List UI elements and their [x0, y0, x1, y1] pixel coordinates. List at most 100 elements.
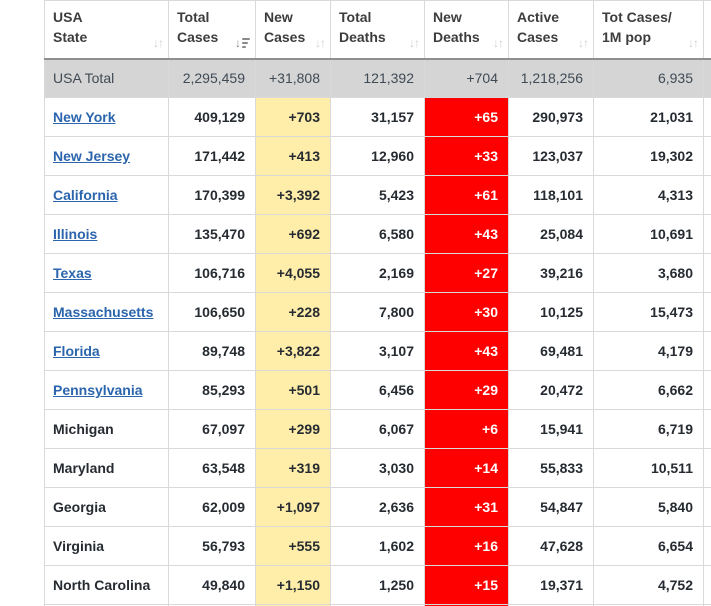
state-row-new-deaths: +15: [424, 565, 509, 605]
state-row-active-cases: 47,628: [508, 526, 594, 566]
column-header-total-deaths[interactable]: Total Deaths ↓↑: [330, 0, 425, 60]
state-row: Georgia 62,009 +1,097 2,636 +31 54,847 5,840: [44, 487, 711, 527]
state-row-state: California: [44, 175, 169, 215]
column-header-new-cases[interactable]: New Cases ↓↑: [255, 0, 331, 60]
table-body: USA Total 2,295,459 +31,808 121,392 +704 1,21…: [44, 58, 711, 606]
state-row-state: Texas: [44, 253, 169, 293]
state-row: Maryland 63,548 +319 3,030 +14 55,833 10,511: [44, 448, 711, 488]
column-header-extra: [703, 0, 711, 60]
column-label-line: New: [433, 9, 462, 26]
state-row-new-deaths: +43: [424, 331, 509, 371]
state-row-cases-per-1m: 6,719: [593, 409, 704, 449]
state-link[interactable]: Florida: [53, 343, 100, 359]
state-row-new-cases: +501: [255, 370, 331, 410]
state-row-cases-per-1m: 21,031: [593, 97, 704, 137]
column-header-active-cases[interactable]: Active Cases ↓↑: [508, 0, 594, 60]
state-row-state: Massachusetts: [44, 292, 169, 332]
sort-descending-active-icon[interactable]: ↓: [235, 37, 250, 49]
usa-total-row-new-cases: +31,808: [255, 58, 331, 98]
state-row-extra: [703, 292, 711, 332]
state-row-active-cases: 39,216: [508, 253, 594, 293]
state-row-state: Maryland: [44, 448, 169, 488]
state-row-new-deaths: +30: [424, 292, 509, 332]
state-row-total-cases: 170,399: [168, 175, 256, 215]
state-row-new-cases: +692: [255, 214, 331, 254]
state-row-new-cases: +413: [255, 136, 331, 176]
state-row-active-cases: 10,125: [508, 292, 594, 332]
column-header-new-deaths[interactable]: New Deaths ↓↑: [424, 0, 509, 60]
sort-both-icon[interactable]: ↓↑: [409, 35, 420, 50]
state-row-state: Illinois: [44, 214, 169, 254]
state-row-total-deaths: 3,107: [330, 331, 425, 371]
state-link[interactable]: California: [53, 187, 118, 203]
state-row-active-cases: 69,481: [508, 331, 594, 371]
state-row-active-cases: 118,101: [508, 175, 594, 215]
state-link[interactable]: Illinois: [53, 226, 98, 242]
column-label-line: Deaths: [433, 29, 480, 46]
state-link[interactable]: New Jersey: [53, 148, 131, 164]
state-row-cases-per-1m: 10,511: [593, 448, 704, 488]
column-header-total-cases[interactable]: Total Cases ↓: [168, 0, 256, 60]
state-row-total-deaths: 2,636: [330, 487, 425, 527]
column-label-line: 1M pop: [602, 29, 651, 46]
state-row-extra: [703, 253, 711, 293]
state-row-extra: [703, 487, 711, 527]
state-row-total-deaths: 7,800: [330, 292, 425, 332]
state-row-total-deaths: 1,602: [330, 526, 425, 566]
state-row-new-deaths: +6: [424, 409, 509, 449]
state-row: Texas 106,716 +4,055 2,169 +27 39,216 3,680: [44, 253, 711, 293]
state-row-new-cases: +703: [255, 97, 331, 137]
state-link[interactable]: Texas: [53, 265, 92, 281]
partial-next-row: [44, 604, 711, 606]
state-row-extra: [703, 409, 711, 449]
state-row-state: New Jersey: [44, 136, 169, 176]
column-label-line: New: [264, 9, 293, 26]
state-row-total-cases: 85,293: [168, 370, 256, 410]
state-row-new-deaths: +61: [424, 175, 509, 215]
state-row: New Jersey 171,442 +413 12,960 +33 123,037 19,…: [44, 136, 711, 176]
state-link[interactable]: Massachusetts: [53, 304, 154, 320]
state-link[interactable]: Pennsylvania: [53, 382, 143, 398]
sort-both-icon[interactable]: ↓↑: [315, 35, 326, 50]
state-row: North Carolina 49,840 +1,150 1,250 +15 19,371…: [44, 565, 711, 605]
state-row-state: Virginia: [44, 526, 169, 566]
state-row-extra: [703, 331, 711, 371]
state-row-extra: [703, 214, 711, 254]
state-row-total-cases: 63,548: [168, 448, 256, 488]
column-header-cases-per-1m[interactable]: Tot Cases/1M pop ↓↑: [593, 0, 704, 60]
sort-both-icon[interactable]: ↓↑: [688, 35, 699, 50]
state-row-state: Michigan: [44, 409, 169, 449]
state-row-new-deaths: +16: [424, 526, 509, 566]
usa-states-table: USA State ↓↑ Total Cases ↓ New Cases ↓↑ Total Deat…: [44, 0, 711, 606]
state-row-cases-per-1m: 6,654: [593, 526, 704, 566]
state-row-cases-per-1m: 4,752: [593, 565, 704, 605]
column-label-line: Total: [177, 9, 210, 26]
state-row-active-cases: 55,833: [508, 448, 594, 488]
state-row-total-cases: 409,129: [168, 97, 256, 137]
state-row-extra: [703, 565, 711, 605]
sort-both-icon[interactable]: ↓↑: [153, 35, 164, 50]
state-row-active-cases: 123,037: [508, 136, 594, 176]
state-link[interactable]: New York: [53, 109, 116, 125]
column-header-state[interactable]: USA State ↓↑: [44, 0, 169, 60]
state-row-extra: [703, 175, 711, 215]
sort-both-icon[interactable]: ↓↑: [493, 35, 504, 50]
state-row-total-cases: 49,840: [168, 565, 256, 605]
usa-total-row-state: USA Total: [44, 58, 169, 98]
column-label-line: Cases: [264, 29, 306, 46]
state-row-total-deaths: 6,456: [330, 370, 425, 410]
state-row-total-deaths: 2,169: [330, 253, 425, 293]
partial-next-row-extra: [703, 604, 711, 606]
column-label-line: State: [53, 29, 88, 46]
state-row-new-cases: +3,822: [255, 331, 331, 371]
column-label-line: Active: [517, 9, 560, 26]
state-row-total-cases: 135,470: [168, 214, 256, 254]
state-row-cases-per-1m: 4,179: [593, 331, 704, 371]
state-row-new-deaths: +29: [424, 370, 509, 410]
state-row-total-cases: 106,716: [168, 253, 256, 293]
sort-both-icon[interactable]: ↓↑: [578, 35, 589, 50]
state-row-extra: [703, 370, 711, 410]
state-row-total-deaths: 12,960: [330, 136, 425, 176]
usa-total-row-total-deaths: 121,392: [330, 58, 425, 98]
state-row-extra: [703, 136, 711, 176]
